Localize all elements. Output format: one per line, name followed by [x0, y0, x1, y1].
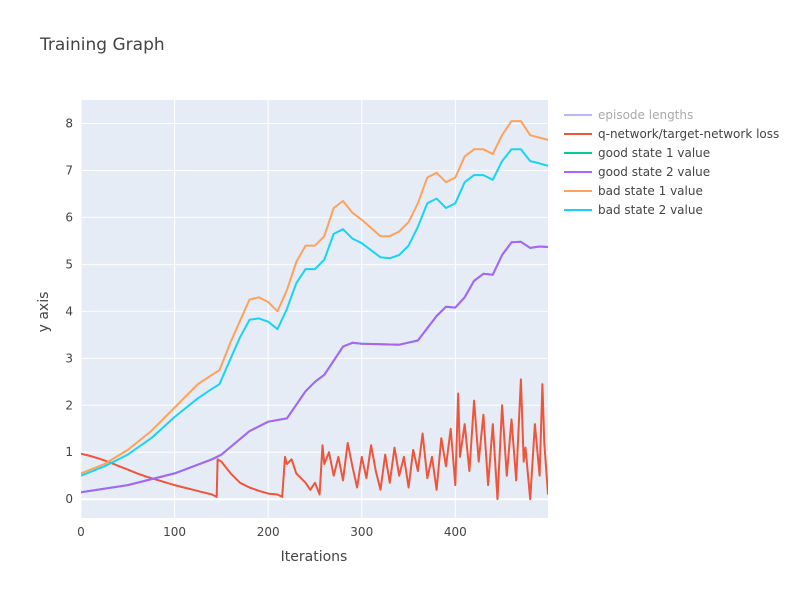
- legend-item[interactable]: bad state 1 value: [564, 184, 703, 198]
- y-tick-label: 1: [65, 445, 73, 459]
- y-tick-label: 4: [65, 304, 73, 318]
- series-line-q-network-target-network-loss: [81, 378, 548, 501]
- legend-item[interactable]: bad state 2 value: [564, 203, 703, 217]
- y-tick-label: 3: [65, 351, 73, 365]
- y-tick-label: 2: [65, 398, 73, 412]
- x-tick-label: 200: [257, 525, 280, 539]
- chart-title: Training Graph: [39, 35, 165, 55]
- series-line-good-state-2-value: [81, 240, 548, 494]
- y-axis-ticks: 0 1 2 3 4 5 6 7 8: [65, 116, 73, 506]
- legend-item[interactable]: good state 2 value: [564, 165, 710, 179]
- legend-label: q-network/target-network loss: [598, 127, 779, 141]
- legend-label: bad state 1 value: [598, 184, 703, 198]
- y-tick-label: 7: [65, 163, 73, 177]
- legend: episode lengths q-network/target-network …: [564, 108, 779, 217]
- y-tick-label: 5: [65, 257, 73, 271]
- series-line-bad-state-2-value: [81, 148, 548, 477]
- x-tick-label: 300: [350, 525, 373, 539]
- y-axis-label: y axis: [36, 292, 52, 333]
- legend-label: good state 2 value: [598, 165, 710, 179]
- x-tick-label: 0: [77, 525, 85, 539]
- series-layer: [81, 120, 548, 501]
- legend-label: bad state 2 value: [598, 203, 703, 217]
- x-tick-label: 100: [163, 525, 186, 539]
- legend-label: episode lengths: [598, 108, 693, 122]
- x-tick-label: 400: [444, 525, 467, 539]
- series-line-bad-state-1-value: [81, 120, 548, 475]
- y-tick-label: 0: [65, 492, 73, 506]
- legend-item[interactable]: good state 1 value: [564, 146, 710, 160]
- x-axis-ticks: 0 100 200 300 400: [77, 525, 467, 539]
- y-tick-label: 8: [65, 116, 73, 130]
- legend-item[interactable]: q-network/target-network loss: [564, 127, 779, 141]
- x-axis-label: Iterations: [281, 549, 348, 565]
- legend-item[interactable]: episode lengths: [564, 108, 693, 122]
- grid-lines: [80, 100, 548, 518]
- y-tick-label: 6: [65, 210, 73, 224]
- legend-label: good state 1 value: [598, 146, 710, 160]
